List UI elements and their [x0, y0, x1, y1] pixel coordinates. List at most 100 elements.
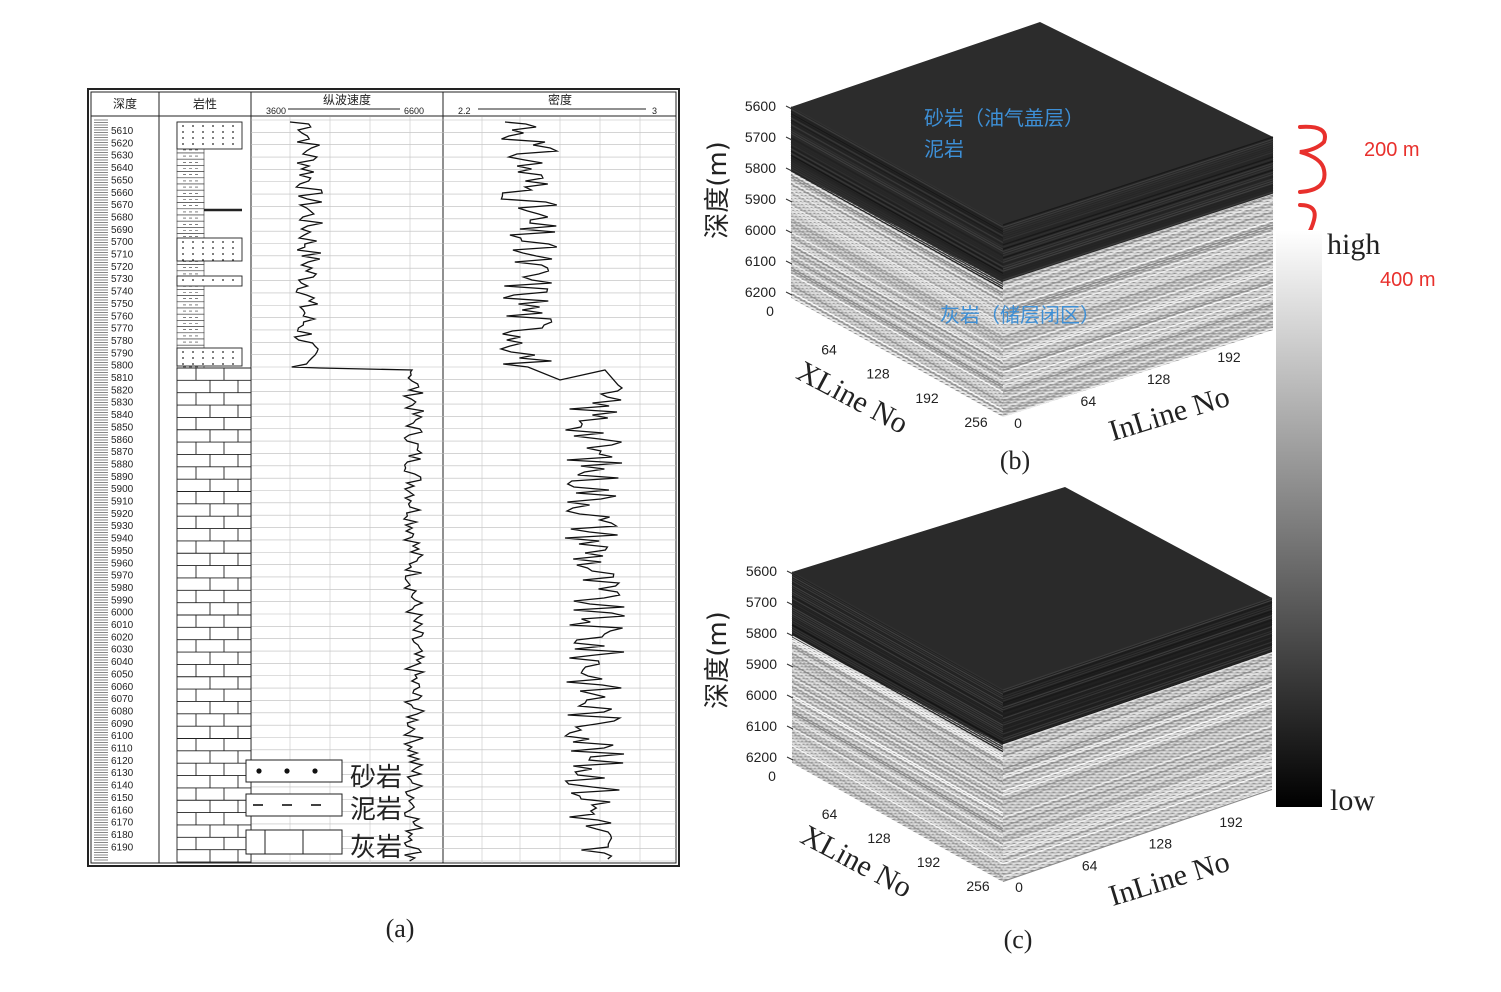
depth-tick-label: 6100 [745, 253, 776, 269]
depth-tick-label: 5870 [111, 447, 134, 458]
xline-tick-label: 192 [915, 390, 939, 406]
depth-tick-label: 6120 [111, 756, 134, 767]
depth-tick-label: 5880 [111, 459, 134, 470]
brace-lower-label: 400 m [1380, 269, 1436, 291]
cube-c-xline-ticks: 64 128 192 256 [822, 806, 990, 894]
depth-tick-label: 6000 [111, 608, 134, 619]
depth-tick-label: 5810 [111, 373, 134, 384]
depth-tick-label: 5710 [111, 250, 134, 261]
depth-tick-label: 6110 [111, 744, 133, 755]
depth-tick-label: 5890 [111, 472, 134, 483]
depth-tick-label: 5640 [111, 163, 134, 174]
depth-tick-label: 6050 [111, 669, 134, 680]
inline-tick-label: 64 [1081, 393, 1097, 409]
cube-b-left-face [790, 106, 1004, 417]
depth-tick-label: 5760 [111, 311, 134, 322]
colorbar-gradient [1276, 230, 1322, 807]
annotation-sandstone-caprock: 砂岩（油气盖层） [924, 106, 1084, 130]
depth-tick-label: 5980 [111, 583, 134, 594]
inline-tick-label: 64 [1082, 857, 1098, 873]
lithology-legend: 砂岩 泥岩 灰岩 [245, 759, 402, 863]
depth-tick-label: 5630 [111, 151, 134, 162]
depth-tick-label: 5860 [111, 435, 134, 446]
header-velocity: 纵波速度 [323, 92, 371, 107]
cube-c-depth-ticks: 5600 5700 5800 5900 6000 6100 6200 0 [746, 563, 794, 784]
depth-tick-label: 5800 [111, 361, 134, 372]
depth-tick-label: 5650 [111, 175, 134, 186]
depth-tick-label: 5920 [111, 509, 134, 520]
depth-tick-label: 5820 [111, 385, 134, 396]
annotation-mudstone: 泥岩 [924, 137, 964, 161]
cube-b-depth-ticks: 5600 5700 5800 5900 6000 6100 6200 0 [745, 98, 793, 319]
depth-tick-label: 5680 [111, 212, 134, 223]
depth-tick-label: 5750 [111, 299, 134, 310]
cube-c-right-face [1002, 597, 1273, 882]
depth-tick-label: 6150 [111, 793, 134, 804]
annotation-limestone-reservoir: 灰岩（储层闭区） [940, 303, 1100, 327]
depth-tick-label: 6040 [111, 657, 134, 668]
legend-sand-label: 砂岩 [350, 763, 402, 793]
depth-tick-label: 6000 [746, 687, 777, 703]
depth-tick-label: 6100 [111, 731, 134, 742]
cube-b-right-face [1002, 136, 1274, 417]
inline-tick-label: 0 [1015, 879, 1023, 895]
cube-b-xline-label: XLine No [791, 355, 913, 441]
cube-c-inline-ticks: 0 64 128 192 [1015, 814, 1243, 895]
header-lithology: 岩性 [193, 96, 217, 111]
depth-tick-label: 5850 [111, 422, 134, 433]
depth-tick-label: 6100 [746, 718, 777, 734]
density-min: 2.2 [458, 106, 471, 116]
depth-tick-label: 6170 [111, 818, 134, 829]
header-density: 密度 [548, 92, 572, 107]
legend-lime-label: 灰岩 [350, 833, 402, 863]
depth-tick-label: 5800 [745, 160, 776, 176]
depth-tick-label: 6020 [111, 632, 134, 643]
xline-tick-label: 128 [867, 830, 891, 846]
depth-tick-label: 5620 [111, 138, 134, 149]
colorbar-high-label: high [1327, 228, 1380, 261]
depth-tick-label: 6130 [111, 768, 134, 779]
depth-tick-label: 6090 [111, 719, 134, 730]
panel-c-seismic-cube: 5600 5700 5800 5900 6000 6100 6200 0 深度(m) 64 12… [703, 487, 1273, 954]
brace-upper-label: 200 m [1364, 139, 1420, 161]
cube-b-inline-label: InLine No [1105, 380, 1233, 448]
density-curve [498, 121, 625, 860]
depth-tick-label: 5740 [111, 287, 134, 298]
depth-tick-label: 6080 [111, 706, 134, 717]
depth-tick-label: 6000 [745, 222, 776, 238]
depth-tick-label: 5910 [111, 497, 134, 508]
log-frame-inner [90, 91, 677, 864]
depth-tick-label: 5700 [745, 129, 776, 145]
depth-ruler [94, 119, 108, 861]
depth-tick-label: 5660 [111, 188, 134, 199]
depth-tick-label: 5950 [111, 546, 134, 557]
panel-a-well-log: 深度 岩性 纵波速度 3600 6600 密度 2.2 3 5610562056… [87, 88, 680, 943]
depth-tick-label: 6140 [111, 781, 134, 792]
depth-tick-label: 5770 [111, 324, 134, 335]
inline-tick-label: 192 [1219, 814, 1243, 830]
xline-tick-label: 0 [766, 303, 774, 319]
depth-tick-label: 5970 [111, 571, 134, 582]
xline-tick-label: 256 [966, 878, 990, 894]
caption-a: (a) [386, 914, 415, 943]
depth-tick-label: 6200 [745, 284, 776, 300]
cube-c-xline-label: XLine No [795, 819, 917, 905]
cube-c-left-face [791, 571, 1004, 882]
lithology-column [176, 121, 252, 863]
velocity-min: 3600 [266, 106, 286, 116]
depth-tick-label: 6010 [111, 620, 134, 631]
depth-tick-label: 5700 [746, 594, 777, 610]
xline-tick-label: 128 [866, 366, 890, 382]
cube-c-top-face [792, 487, 1272, 690]
inline-tick-label: 128 [1147, 371, 1171, 387]
depth-tick-label: 5990 [111, 595, 134, 606]
legend-mud-label: 泥岩 [350, 795, 402, 825]
depth-tick-label: 5960 [111, 558, 134, 569]
depth-tick-label: 6060 [111, 682, 134, 693]
depth-tick-label: 6030 [111, 645, 134, 656]
density-max: 3 [652, 106, 657, 116]
depth-tick-label: 5700 [111, 237, 134, 248]
depth-tick-label: 5720 [111, 262, 134, 273]
depth-tick-label: 5600 [746, 563, 777, 579]
velocity-max: 6600 [404, 106, 424, 116]
